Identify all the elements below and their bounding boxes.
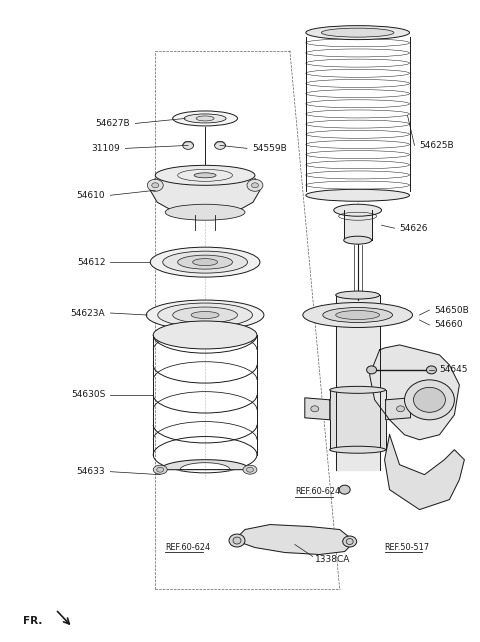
Ellipse shape — [252, 183, 258, 188]
Ellipse shape — [184, 114, 226, 123]
Ellipse shape — [426, 366, 436, 374]
Polygon shape — [235, 525, 355, 555]
Ellipse shape — [303, 302, 412, 327]
Ellipse shape — [233, 537, 241, 544]
Text: 1338CA: 1338CA — [315, 555, 350, 564]
Polygon shape — [336, 295, 380, 470]
Ellipse shape — [158, 303, 252, 327]
Ellipse shape — [306, 26, 409, 40]
Ellipse shape — [330, 386, 385, 394]
Polygon shape — [344, 210, 372, 240]
Ellipse shape — [155, 166, 255, 186]
Ellipse shape — [306, 189, 409, 201]
Text: 54645: 54645 — [439, 365, 468, 374]
Polygon shape — [305, 398, 330, 420]
Ellipse shape — [192, 259, 217, 266]
Ellipse shape — [153, 321, 257, 349]
Text: REF.60-624: REF.60-624 — [165, 543, 210, 552]
Text: 54650B: 54650B — [434, 306, 469, 315]
Ellipse shape — [191, 311, 219, 318]
Ellipse shape — [165, 204, 245, 220]
Ellipse shape — [344, 236, 372, 244]
Ellipse shape — [194, 173, 216, 178]
Text: 54660: 54660 — [434, 320, 463, 329]
Polygon shape — [330, 390, 385, 449]
Ellipse shape — [334, 204, 382, 216]
Ellipse shape — [339, 485, 350, 494]
Ellipse shape — [247, 179, 263, 191]
Ellipse shape — [147, 179, 163, 191]
Ellipse shape — [173, 307, 238, 323]
Polygon shape — [384, 435, 464, 510]
Ellipse shape — [336, 311, 380, 320]
Text: 54633: 54633 — [77, 467, 106, 476]
Ellipse shape — [346, 539, 353, 544]
Polygon shape — [370, 345, 459, 440]
Ellipse shape — [146, 300, 264, 330]
Ellipse shape — [343, 536, 357, 547]
Text: 54627B: 54627B — [96, 119, 130, 128]
Text: 54610: 54610 — [77, 191, 106, 200]
Ellipse shape — [247, 467, 253, 472]
Ellipse shape — [153, 465, 167, 474]
Text: 54630S: 54630S — [71, 390, 106, 399]
Ellipse shape — [196, 116, 214, 121]
Ellipse shape — [396, 406, 405, 412]
Ellipse shape — [243, 465, 257, 474]
Ellipse shape — [367, 366, 377, 374]
Ellipse shape — [323, 308, 393, 322]
Ellipse shape — [311, 406, 319, 412]
Ellipse shape — [322, 28, 394, 37]
Ellipse shape — [215, 141, 226, 150]
Text: FR.: FR. — [23, 616, 42, 627]
Text: 31109: 31109 — [92, 144, 120, 153]
Ellipse shape — [178, 255, 232, 269]
Text: 54626: 54626 — [399, 223, 428, 232]
Ellipse shape — [330, 446, 385, 453]
Ellipse shape — [163, 251, 248, 273]
Ellipse shape — [183, 141, 193, 150]
Ellipse shape — [413, 387, 445, 412]
Ellipse shape — [405, 380, 455, 420]
Polygon shape — [160, 460, 250, 470]
Polygon shape — [150, 178, 260, 215]
Ellipse shape — [336, 291, 380, 299]
Polygon shape — [385, 398, 410, 420]
Text: 54612: 54612 — [77, 257, 106, 266]
Ellipse shape — [229, 534, 245, 547]
Text: REF.60-624: REF.60-624 — [295, 487, 340, 496]
Text: 54625B: 54625B — [420, 141, 454, 150]
Ellipse shape — [173, 111, 238, 126]
Ellipse shape — [150, 247, 260, 277]
Text: REF.50-517: REF.50-517 — [384, 543, 430, 552]
Text: 54559B: 54559B — [252, 144, 287, 153]
Ellipse shape — [157, 467, 164, 472]
Text: 54623A: 54623A — [71, 309, 106, 318]
Ellipse shape — [152, 183, 159, 188]
